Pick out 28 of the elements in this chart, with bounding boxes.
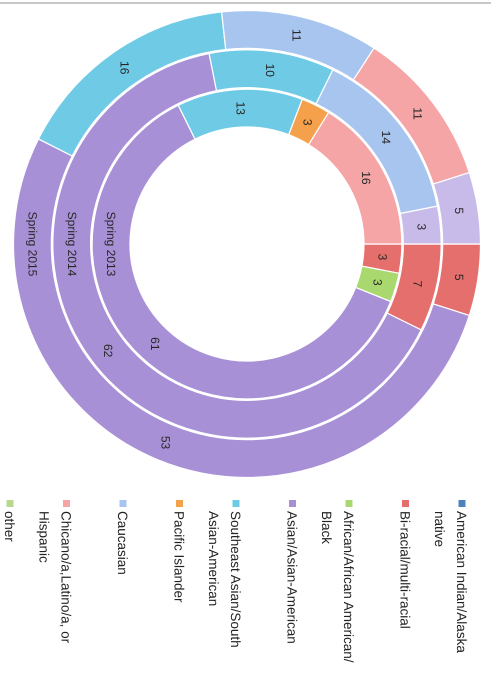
legend-label: Southeast Asian/South Asian-American	[206, 511, 244, 648]
legend-label: Asian/Asian-American	[285, 511, 300, 644]
data-label: 3	[370, 278, 384, 286]
slice-label: Spring 2015	[25, 212, 40, 277]
data-label: 11	[410, 107, 424, 120]
legend-label: American Indian/Alaska native	[432, 511, 470, 654]
slice-label: Spring 2014	[64, 212, 79, 277]
data-label: 7	[410, 280, 425, 288]
data-label: 13	[234, 102, 248, 116]
data-label: 11	[290, 28, 304, 42]
data-label: 61	[148, 337, 162, 351]
data-label: 14	[379, 130, 394, 144]
legend-label: Caucasian	[116, 511, 130, 575]
data-label: 3	[414, 223, 428, 230]
data-label: 10	[262, 64, 277, 78]
data-label: 16	[118, 61, 132, 75]
data-label: 62	[100, 344, 115, 358]
legend-label: other	[2, 511, 18, 542]
slice-label: Spring 2013	[104, 212, 118, 277]
legend-label: Pacific Islander	[172, 511, 187, 604]
data-label: 16	[358, 171, 373, 185]
legend-label: African/African American/Black	[320, 511, 356, 663]
data-label: 3	[300, 118, 314, 126]
data-label: 53	[158, 436, 173, 450]
legend-label: Bi-racial/multi-racial	[398, 511, 413, 629]
data-label: 5	[452, 274, 466, 281]
data-label: 5	[452, 207, 466, 214]
data-label: 3	[375, 254, 390, 261]
